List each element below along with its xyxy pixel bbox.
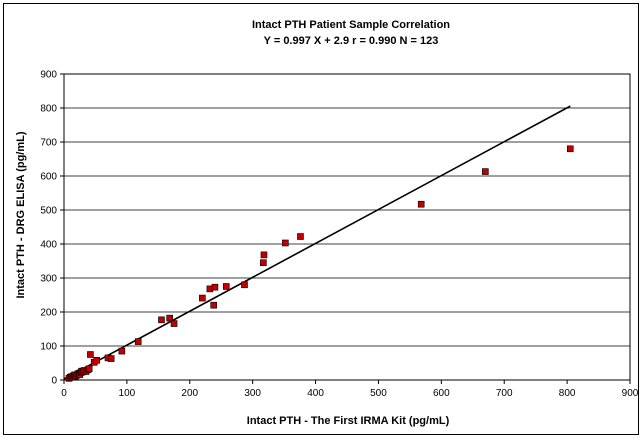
data-point xyxy=(260,259,267,267)
plot-area xyxy=(63,73,631,381)
chart-subtitle: Y = 0.997 X + 2.9 r = 0.990 N = 123 xyxy=(264,35,439,47)
x-tick-label: 0 xyxy=(61,388,67,399)
y-tick-label: 100 xyxy=(40,342,57,353)
data-point xyxy=(282,239,289,247)
data-point xyxy=(241,281,248,289)
data-point xyxy=(107,355,115,362)
data-point xyxy=(118,347,126,355)
x-axis-label: Intact PTH - The First IRMA Kit (pg/mL) xyxy=(247,415,450,427)
y-axis-label: Intact PTH - DRG ELISA (pg/mL) xyxy=(15,131,27,298)
y-tick-label: 700 xyxy=(40,138,57,149)
y-tick-label: 400 xyxy=(40,240,57,251)
data-point xyxy=(482,168,489,175)
data-point xyxy=(170,320,178,327)
chart-title: Intact PTH Patient Sample Correlation xyxy=(252,19,450,31)
data-point xyxy=(199,294,206,302)
trendline xyxy=(63,105,571,380)
x-tick-label: 900 xyxy=(622,388,639,399)
data-point xyxy=(260,251,268,259)
x-tick-label: 700 xyxy=(496,388,513,399)
y-tick-label: 500 xyxy=(40,206,57,217)
data-point xyxy=(158,316,165,324)
y-tick-label: 200 xyxy=(40,308,57,319)
x-tick-label: 300 xyxy=(244,388,261,399)
chart-frame xyxy=(3,3,639,435)
data-point xyxy=(297,233,304,240)
data-point xyxy=(87,351,94,358)
y-tick-label: 800 xyxy=(40,104,57,115)
data-point xyxy=(417,200,425,208)
y-tick-label: 0 xyxy=(51,376,57,387)
data-point xyxy=(93,356,101,364)
x-tick-label: 200 xyxy=(181,388,198,399)
x-tick-label: 800 xyxy=(559,388,576,399)
data-point xyxy=(166,314,173,322)
data-points xyxy=(65,145,574,382)
x-axis-ticks: 0 100 200 300 400 500 600 700 800 900 xyxy=(61,380,639,399)
x-tick-label: 400 xyxy=(307,388,324,399)
x-tick-label: 600 xyxy=(433,388,450,399)
x-tick-label: 500 xyxy=(370,388,387,399)
data-point xyxy=(210,301,217,309)
y-tick-label: 900 xyxy=(40,70,57,81)
x-tick-label: 100 xyxy=(119,388,136,399)
gridlines xyxy=(64,73,630,347)
data-point xyxy=(85,365,93,373)
data-point xyxy=(211,283,219,291)
y-tick-label: 600 xyxy=(40,172,57,183)
data-point xyxy=(566,145,574,153)
data-point xyxy=(222,283,230,290)
data-point xyxy=(134,338,142,345)
y-axis-ticks: 0 100 200 300 400 500 600 700 800 900 xyxy=(40,70,64,387)
y-tick-label: 300 xyxy=(40,274,57,285)
